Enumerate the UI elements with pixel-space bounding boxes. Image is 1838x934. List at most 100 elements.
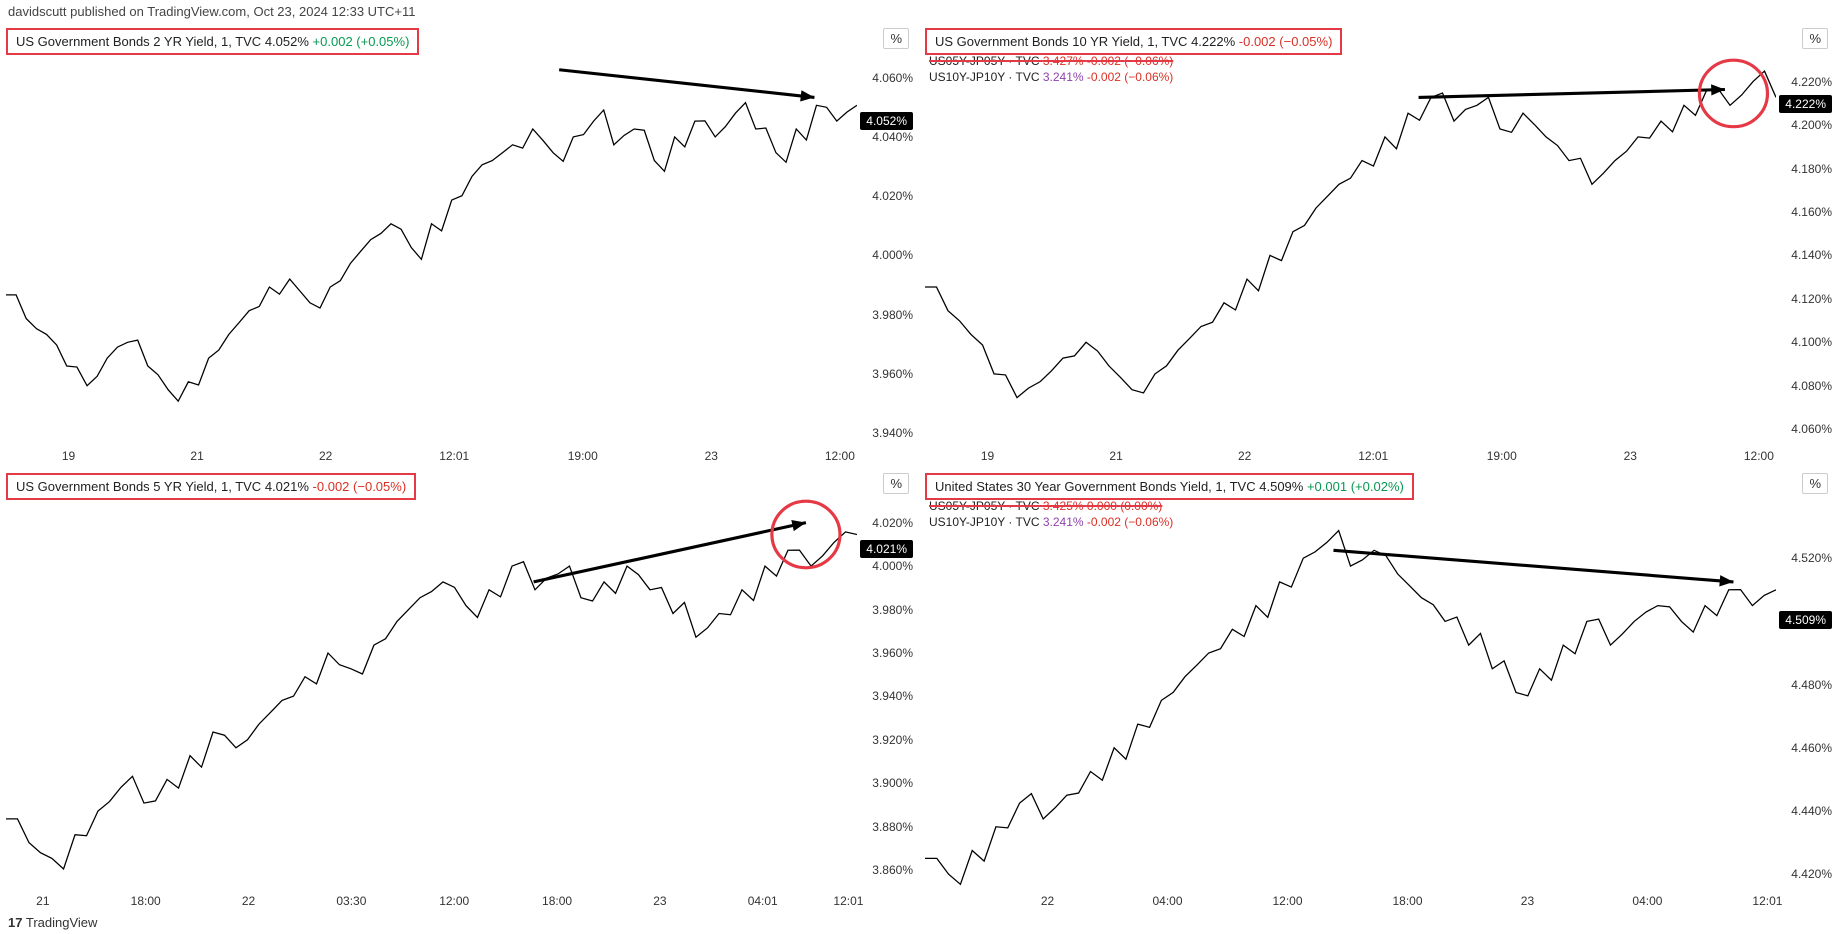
x-tick: 21 — [190, 449, 203, 463]
arrow-head — [1711, 84, 1725, 95]
change: +0.002 — [313, 34, 353, 49]
x-tick: 12:00 — [1744, 449, 1774, 463]
y-tick: 4.140% — [1791, 248, 1832, 262]
trend-arrow — [559, 70, 814, 98]
x-axis: 2118:002203:3012:0018:002304:0112:01 — [0, 892, 857, 912]
indicator-line: US05Y-JP05Y · TVC 3.425% 0.000 (0.00%) — [929, 499, 1162, 513]
x-tick: 19:00 — [1487, 449, 1517, 463]
tradingview-logo: 17 TradingView — [8, 915, 97, 930]
title-box: US Government Bonds 5 YR Yield, 1, TVC 4… — [6, 473, 416, 500]
chart-area[interactable] — [925, 495, 1776, 890]
x-tick: 22 — [1041, 894, 1054, 908]
x-tick: 23 — [1521, 894, 1534, 908]
x-tick: 21 — [36, 894, 49, 908]
panel-us5y[interactable]: US Government Bonds 5 YR Yield, 1, TVC 4… — [0, 467, 919, 912]
x-tick: 12:01 — [1752, 894, 1782, 908]
highlight-circle — [772, 501, 840, 568]
y-tick: 3.900% — [872, 776, 913, 790]
x-tick: 18:00 — [542, 894, 572, 908]
price-tag: 4.509% — [1779, 611, 1832, 629]
unit-label: % — [1802, 28, 1828, 49]
symbol-title: US Government Bonds 10 YR Yield, 1, TVC — [935, 34, 1187, 49]
indicator-line: US10Y-JP10Y · TVC 3.241% -0.002 (−0.06%) — [929, 70, 1173, 84]
unit-label: % — [1802, 473, 1828, 494]
y-tick: 4.060% — [872, 71, 913, 85]
current-value: 4.509% — [1259, 479, 1303, 494]
y-tick: 3.880% — [872, 820, 913, 834]
y-tick: 3.960% — [872, 367, 913, 381]
trend-arrow — [534, 523, 806, 582]
change: +0.001 — [1307, 479, 1347, 494]
price-series — [6, 103, 857, 401]
chart-area[interactable] — [925, 50, 1776, 445]
price-tag: 4.052% — [860, 112, 913, 130]
trend-arrow — [1419, 90, 1725, 98]
y-tick: 4.120% — [1791, 292, 1832, 306]
y-tick: 4.100% — [1791, 335, 1832, 349]
panel-us30y[interactable]: United States 30 Year Government Bonds Y… — [919, 467, 1838, 912]
y-tick: 4.000% — [872, 559, 913, 573]
chart-area[interactable] — [6, 50, 857, 445]
x-tick: 19:00 — [568, 449, 598, 463]
x-tick: 19 — [62, 449, 75, 463]
publish-header: davidscutt published on TradingView.com,… — [8, 4, 415, 19]
price-series — [925, 71, 1776, 397]
y-tick: 4.080% — [1791, 379, 1832, 393]
y-tick: 4.060% — [1791, 422, 1832, 436]
unit-label: % — [883, 28, 909, 49]
arrow-head — [1719, 575, 1733, 586]
x-tick: 12:01 — [439, 449, 469, 463]
y-tick: 4.220% — [1791, 75, 1832, 89]
x-tick: 04:01 — [748, 894, 778, 908]
y-tick: 3.940% — [872, 426, 913, 440]
y-tick: 3.920% — [872, 733, 913, 747]
y-tick: 4.420% — [1791, 867, 1832, 881]
x-tick: 12:00 — [825, 449, 855, 463]
chart-area[interactable] — [6, 495, 857, 890]
x-tick: 22 — [1238, 449, 1251, 463]
x-tick: 19 — [981, 449, 994, 463]
indicator-line: US05Y-JP05Y · TVC 3.427% -0.002 (−0.06%) — [929, 54, 1173, 68]
current-value: 4.052% — [265, 34, 309, 49]
x-tick: 12:00 — [439, 894, 469, 908]
price-tag: 4.222% — [1779, 95, 1832, 113]
symbol-title: US Government Bonds 2 YR Yield, 1, TVC — [16, 34, 261, 49]
title-box: United States 30 Year Government Bonds Y… — [925, 473, 1414, 500]
x-axis: 19 21 22 12:01 19:00 23 12:00 — [0, 447, 857, 467]
unit-label: % — [883, 473, 909, 494]
chart-grid: US Government Bonds 2 YR Yield, 1, TVC 4… — [0, 22, 1838, 912]
current-value: 4.021% — [265, 479, 309, 494]
x-tick: 22 — [242, 894, 255, 908]
symbol-title: US Government Bonds 5 YR Yield, 1, TVC — [16, 479, 261, 494]
panel-us2y[interactable]: US Government Bonds 2 YR Yield, 1, TVC 4… — [0, 22, 919, 467]
panel-us10y[interactable]: US Government Bonds 10 YR Yield, 1, TVC … — [919, 22, 1838, 467]
y-axis: 4.520%4.500%4.480%4.460%4.440%4.420% — [1776, 495, 1832, 890]
x-tick: 21 — [1109, 449, 1122, 463]
trend-arrow — [1333, 550, 1733, 582]
x-tick: 23 — [653, 894, 666, 908]
x-tick: 23 — [1624, 449, 1637, 463]
y-tick: 3.860% — [872, 863, 913, 877]
y-tick: 4.160% — [1791, 205, 1832, 219]
change-pct: (+0.02%) — [1351, 479, 1404, 494]
y-tick: 4.460% — [1791, 741, 1832, 755]
y-tick: 4.520% — [1791, 551, 1832, 565]
y-tick: 3.980% — [872, 308, 913, 322]
x-tick: 03:30 — [336, 894, 366, 908]
x-tick: 23 — [705, 449, 718, 463]
indicator-line: US10Y-JP10Y · TVC 3.241% -0.002 (−0.06%) — [929, 515, 1173, 529]
x-tick: 12:01 — [1358, 449, 1388, 463]
y-tick: 3.940% — [872, 689, 913, 703]
x-tick: 12:00 — [1272, 894, 1302, 908]
price-series — [6, 532, 857, 869]
y-tick: 4.040% — [872, 130, 913, 144]
y-tick: 4.480% — [1791, 678, 1832, 692]
x-tick: 22 — [319, 449, 332, 463]
title-box: US Government Bonds 2 YR Yield, 1, TVC 4… — [6, 28, 419, 55]
x-axis: 19 21 22 12:01 19:00 23 12:00 — [919, 447, 1776, 467]
y-tick: 4.440% — [1791, 804, 1832, 818]
y-tick: 3.980% — [872, 603, 913, 617]
y-tick: 4.180% — [1791, 162, 1832, 176]
y-tick: 4.000% — [872, 248, 913, 262]
y-axis: 4.060%4.040%4.020%4.000%3.980%3.960%3.94… — [857, 50, 913, 445]
